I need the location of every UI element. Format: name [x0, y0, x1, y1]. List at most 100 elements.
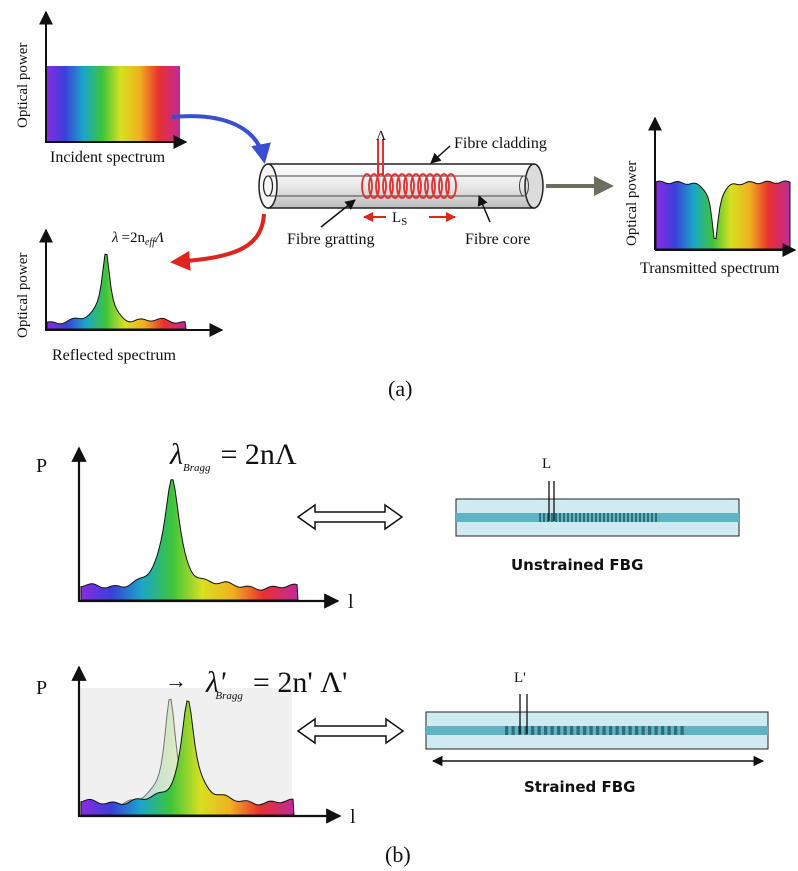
core-label: Fibre core: [465, 231, 530, 248]
reflected-spectrum: Optical power Reflected spectrum λ =2neff…: [15, 228, 224, 364]
cladding-pointer: [430, 145, 451, 164]
strained-shifted-peak: [80, 700, 295, 816]
grating-coil: [431, 173, 443, 199]
grating-line: [674, 726, 678, 735]
grating-coil: [368, 173, 380, 199]
grating-coil: [382, 173, 394, 199]
grating-line: [622, 726, 626, 735]
grating-line: [555, 513, 557, 522]
grating-line: [550, 726, 554, 735]
grating-coil: [396, 173, 408, 199]
grating-line: [567, 513, 569, 522]
period-label: Λ: [376, 129, 387, 144]
grating-line: [543, 513, 545, 522]
unstrained-fbg-label: Unstrained FBG: [511, 556, 643, 574]
grating-coils: [361, 173, 457, 199]
incident-caption: Incident spectrum: [50, 149, 166, 166]
grating-line: [589, 726, 593, 735]
reflected-caption: Reflected spectrum: [52, 347, 177, 364]
grating-line: [524, 726, 528, 735]
cladding-label: Fibre cladding: [454, 135, 547, 152]
fibre-end-right: [524, 163, 544, 209]
caption-a: (a): [388, 376, 412, 401]
grating-coil: [403, 173, 415, 199]
fibre-end-left: [258, 163, 278, 209]
strained-double-arrow: [296, 717, 405, 745]
grating-line: [611, 513, 613, 522]
unstrained-fbg-core: [456, 513, 739, 522]
grating-line: [631, 513, 633, 522]
strained-spectrum: P l → λ'Bragg = 2n' Λ': [36, 665, 356, 828]
grating-line: [579, 513, 581, 522]
grating-line: [648, 726, 652, 735]
grating-line: [599, 513, 601, 522]
grating-coil: [445, 173, 457, 199]
unstrained-period-label: L: [542, 456, 551, 472]
strained-shift-arrow: →: [165, 668, 187, 693]
grating-line: [563, 726, 567, 735]
unstrained-grating: [539, 513, 657, 522]
grating-line: [609, 726, 613, 735]
grating-line: [576, 726, 580, 735]
reflected-formula: λ =2neffΛ: [111, 230, 164, 248]
grating-line: [619, 513, 621, 522]
grating-line: [511, 726, 515, 735]
transmitted-caption: Transmitted spectrum: [640, 260, 780, 277]
unstrained-formula: λBragg = 2nΛ: [169, 438, 297, 474]
grating-line: [531, 726, 535, 735]
unstrained-x-label: l: [348, 591, 354, 613]
grating-line: [547, 513, 549, 522]
fibre-core-far: [519, 175, 529, 197]
grating-line: [583, 513, 585, 522]
grating-line: [643, 513, 645, 522]
grating-line: [539, 513, 541, 522]
caption-b: (b): [385, 842, 411, 867]
unstrained-y-label: P: [36, 455, 47, 477]
grating-coil: [361, 173, 373, 199]
grating-line: [623, 513, 625, 522]
grating-line: [537, 726, 541, 735]
panel-b: P l λBragg = 2nΛ L Unstrained FBG P l →: [36, 438, 769, 867]
grating-line: [583, 726, 587, 735]
grating-line: [654, 726, 658, 735]
strained-fbg: L' Strained FBG: [425, 670, 769, 796]
grating-line: [557, 726, 561, 735]
grating-line: [635, 513, 637, 522]
core-pointer: [477, 195, 491, 223]
grating-line: [571, 513, 573, 522]
panel-a: Optical power Incident spectrum Λ Fibre …: [15, 10, 797, 401]
grating-line: [575, 513, 577, 522]
length-label: LS: [392, 210, 407, 228]
grating-coil: [389, 173, 401, 199]
grating-coil: [424, 173, 436, 199]
strained-x-label: l: [350, 806, 356, 828]
transmitted-spectrum-fill: [655, 180, 791, 250]
incident-spectrum-fill: [46, 66, 180, 141]
strained-period-label: L': [514, 670, 526, 686]
unstrained-spectrum-fill: [80, 479, 299, 601]
grating-line: [596, 726, 600, 735]
grating-line: [544, 726, 548, 735]
grating-line: [563, 513, 565, 522]
incident-spectrum: Optical power Incident spectrum: [15, 10, 188, 166]
grating-line: [559, 513, 561, 522]
grating-line: [615, 513, 617, 522]
grating-line: [607, 513, 609, 522]
grating-line: [551, 513, 553, 522]
grating-line: [587, 513, 589, 522]
grating-line: [641, 726, 645, 735]
fibre-cladding: [267, 163, 535, 209]
grating-coil: [438, 173, 450, 199]
incident-arrow: [171, 114, 271, 164]
strained-y-label: P: [36, 677, 47, 699]
reflected-axis-label: Optical power: [15, 253, 31, 338]
grating-line: [627, 513, 629, 522]
grating-line: [595, 513, 597, 522]
transmitted-axis-label: Optical power: [624, 161, 640, 246]
grating-line: [570, 726, 574, 735]
grating-coil: [375, 173, 387, 199]
grating-line: [655, 513, 657, 522]
incident-axis-label: Optical power: [15, 43, 31, 128]
grating-line: [667, 726, 671, 735]
